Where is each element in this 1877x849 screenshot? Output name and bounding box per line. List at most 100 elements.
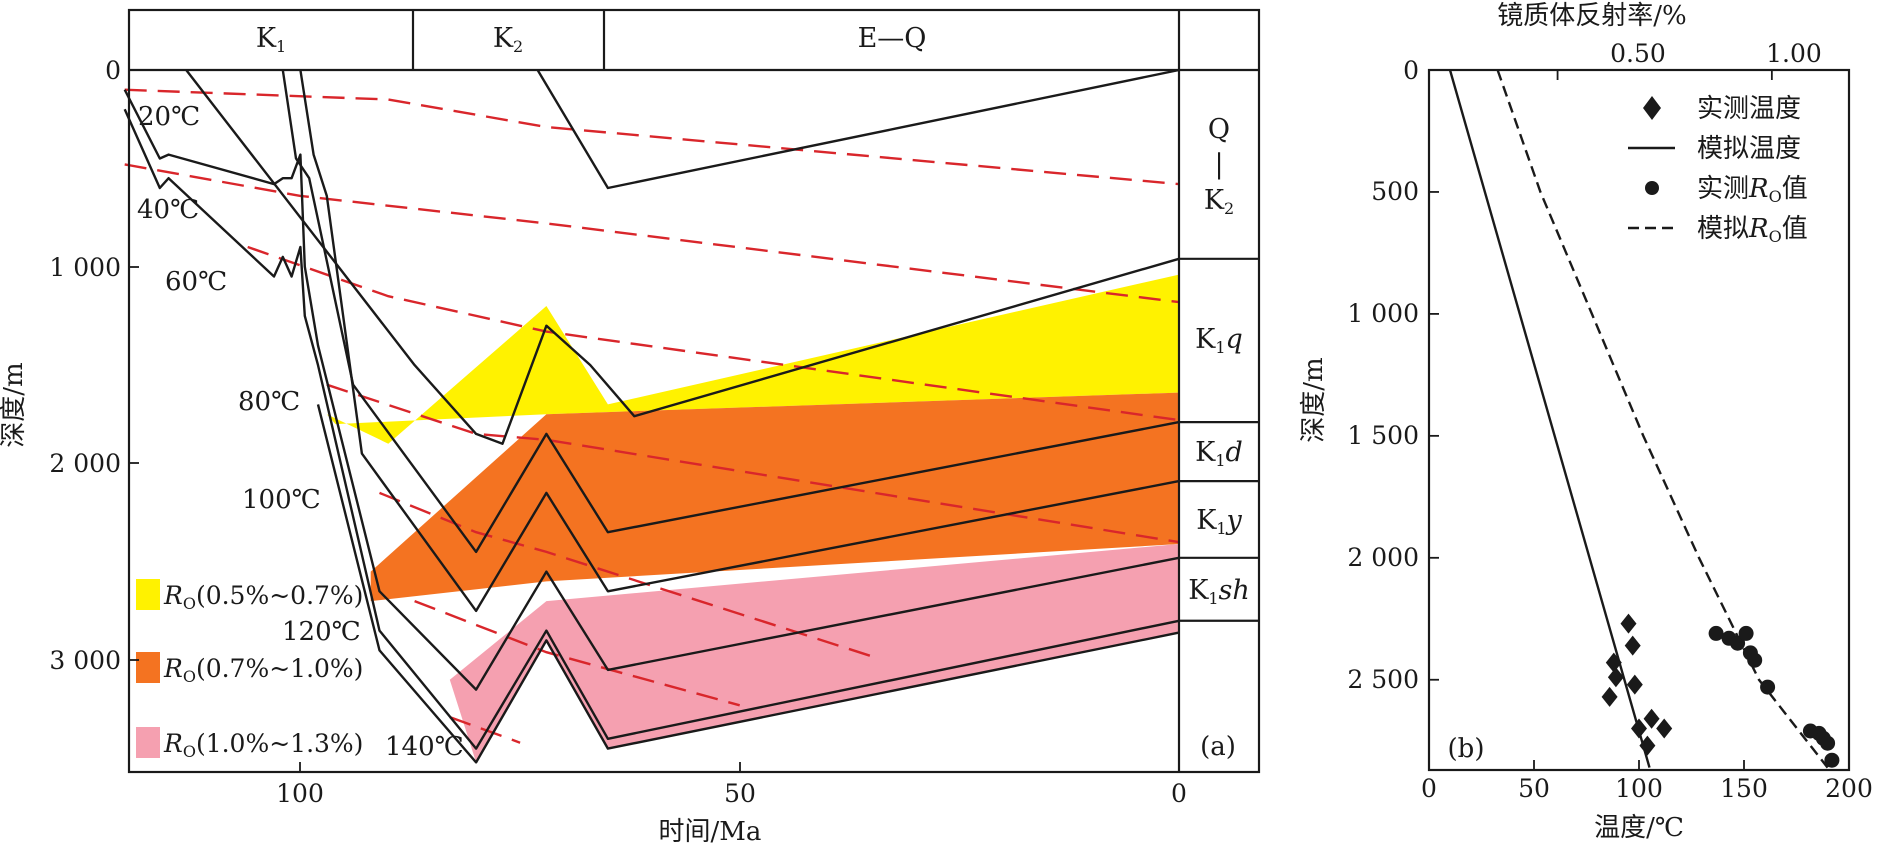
burial-curves: [123, 68, 1180, 764]
burial-curve-1: [185, 69, 1180, 445]
legend-label-simulated-temp: 模拟温度: [1697, 134, 1801, 164]
isotherm-label-140: 140℃: [385, 732, 464, 762]
legend-swatch-orange: [136, 652, 160, 683]
isotherm-line-7: [449, 715, 521, 744]
formation-boundaries: [1179, 257, 1259, 622]
y-axis-a: 0 1 000 2 000 3 000 深度/m: [0, 56, 139, 675]
x-tick-label-100: 100: [276, 779, 324, 808]
x-axis-label-a: 时间/Ma: [659, 817, 762, 847]
simulated-ro-line: [1496, 69, 1829, 769]
y-tick-label-b-2000: 2 000: [1347, 543, 1419, 572]
simulated-temperature-line: [1448, 69, 1651, 768]
period-label-k1: K1: [256, 23, 286, 56]
formation-label-k1sh: K1sh: [1188, 575, 1250, 608]
measured-ro-point: [1730, 635, 1746, 651]
legend-marker-dot: [1645, 181, 1659, 195]
top-tick-label-100: 1.00: [1766, 39, 1822, 68]
ro-zones: [326, 274, 1179, 763]
measured-temperature-point: [1626, 674, 1643, 695]
y-tick-label-b-1000: 1 000: [1347, 299, 1419, 328]
legend-marker-diamond: [1643, 96, 1661, 120]
isotherms: [124, 88, 1180, 744]
y-tick-label-b-0: 0: [1403, 56, 1419, 85]
y-tick-label-b-500: 500: [1371, 177, 1419, 206]
top-axis-ticks: [1556, 70, 1773, 80]
x-tick-label-0: 0: [1171, 779, 1187, 808]
top-tick-label-050: 0.50: [1610, 39, 1666, 68]
panel-label-a: (a): [1200, 732, 1236, 762]
legend-label-simulated-ro: 模拟RO值: [1697, 214, 1808, 246]
burial-curve-2: [536, 68, 1180, 190]
legend-a: RO(0.5%~0.7%) RO(0.7%~1.0%) RO(1.0%~1.3%…: [136, 579, 363, 761]
y-tick-label-1000: 1 000: [49, 253, 121, 282]
y-axis-label-b: 深度/m: [1299, 357, 1329, 442]
formation-label-k2: K2: [1204, 185, 1234, 218]
legend-b: 实测温度 模拟温度 实测RO值 模拟RO值: [1628, 94, 1808, 246]
y-tick-label-b-1500: 1 500: [1347, 421, 1419, 450]
measured-ro-point: [1824, 752, 1840, 768]
legend-label-measured-temp: 实测温度: [1697, 94, 1801, 124]
y-axis-label-a: 深度/m: [0, 362, 29, 447]
measured-temperature-point: [1643, 708, 1660, 729]
x-tick-label-b-200: 200: [1825, 774, 1873, 803]
burial-curve-6: [123, 108, 1180, 750]
measured-ro-point: [1747, 652, 1763, 668]
measured-temperature-point: [1601, 686, 1618, 707]
isotherm-label-60: 60℃: [165, 267, 227, 297]
y-tick-label-2000: 2 000: [49, 449, 121, 478]
period-label-k2: K2: [493, 23, 523, 56]
measured-ro-point: [1760, 679, 1776, 695]
ro-zone-1: [326, 274, 1179, 444]
burial-curve-5: [123, 89, 1180, 691]
isotherm-label-100: 100℃: [242, 485, 321, 515]
formation-label-q: Q: [1208, 114, 1230, 145]
y-axis-ticks-b: [1429, 191, 1439, 681]
legend-swatch-yellow: [136, 579, 160, 610]
formation-label-k1d: K1d: [1195, 437, 1243, 470]
legend-label-measured-ro: 实测RO值: [1697, 174, 1808, 206]
x-tick-label-50: 50: [724, 779, 756, 808]
y-tick-label-b-2500: 2 500: [1347, 665, 1419, 694]
measured-temperature-point: [1624, 635, 1641, 656]
ro-zone-3: [449, 544, 1179, 763]
formation-label-bar: |: [1214, 149, 1223, 180]
x-axis-ticks-b: [1428, 760, 1850, 770]
isotherm-label-120: 120℃: [282, 617, 361, 647]
measured-temperature-point: [1620, 613, 1637, 634]
legend-label-orange: RO(0.7%~1.0%): [163, 654, 363, 686]
y-tick-label-3000: 3 000: [49, 646, 121, 675]
formation-label-k1y: K1y: [1196, 505, 1242, 538]
isotherm-line-1: [124, 88, 1180, 186]
x-tick-label-b-0: 0: [1421, 774, 1437, 803]
panel-label-b: (b): [1448, 734, 1485, 764]
measured-ro-point: [1820, 735, 1836, 751]
isotherm-line-4: [326, 383, 1180, 544]
measured-temperature-point: [1639, 735, 1656, 756]
x-axis-a: 100 50 0 时间/Ma: [276, 762, 1187, 847]
top-axis-label-b: 镜质体反射率/%: [1497, 1, 1686, 31]
ro-zone-2: [370, 392, 1179, 602]
legend-label-yellow: RO(0.5%~0.7%): [163, 581, 363, 613]
legend-swatch-pink: [136, 727, 160, 758]
isotherm-line-2: [124, 163, 1180, 304]
isotherm-line-5: [379, 491, 872, 658]
x-tick-label-b-150: 150: [1720, 774, 1768, 803]
y-tick-label-0: 0: [105, 56, 121, 85]
measured-temperature-point: [1607, 667, 1624, 688]
isotherm-label-80: 80℃: [238, 387, 300, 417]
formation-label-k1q: K1q: [1195, 324, 1243, 357]
burial-curve-7: [316, 404, 1180, 764]
x-tick-label-b-100: 100: [1615, 774, 1663, 803]
measured-temperature-point: [1656, 718, 1673, 739]
panel-a-chart: K1 K2 E—Q Q | K2 K1q K1d K1y K1sh 20℃ 40…: [0, 8, 1261, 847]
isotherm-line-3: [247, 245, 1180, 422]
isotherm-label-20: 20℃: [138, 102, 200, 132]
x-axis-label-b: 温度/℃: [1594, 813, 1684, 843]
isotherm-label-40: 40℃: [137, 195, 199, 225]
isotherm-line-6: [414, 599, 741, 707]
legend-label-pink: RO(1.0%~1.3%): [163, 729, 363, 761]
measured-ro-point: [1738, 625, 1754, 641]
period-label-eq: E—Q: [858, 23, 927, 54]
measured-ro-point: [1708, 625, 1724, 641]
